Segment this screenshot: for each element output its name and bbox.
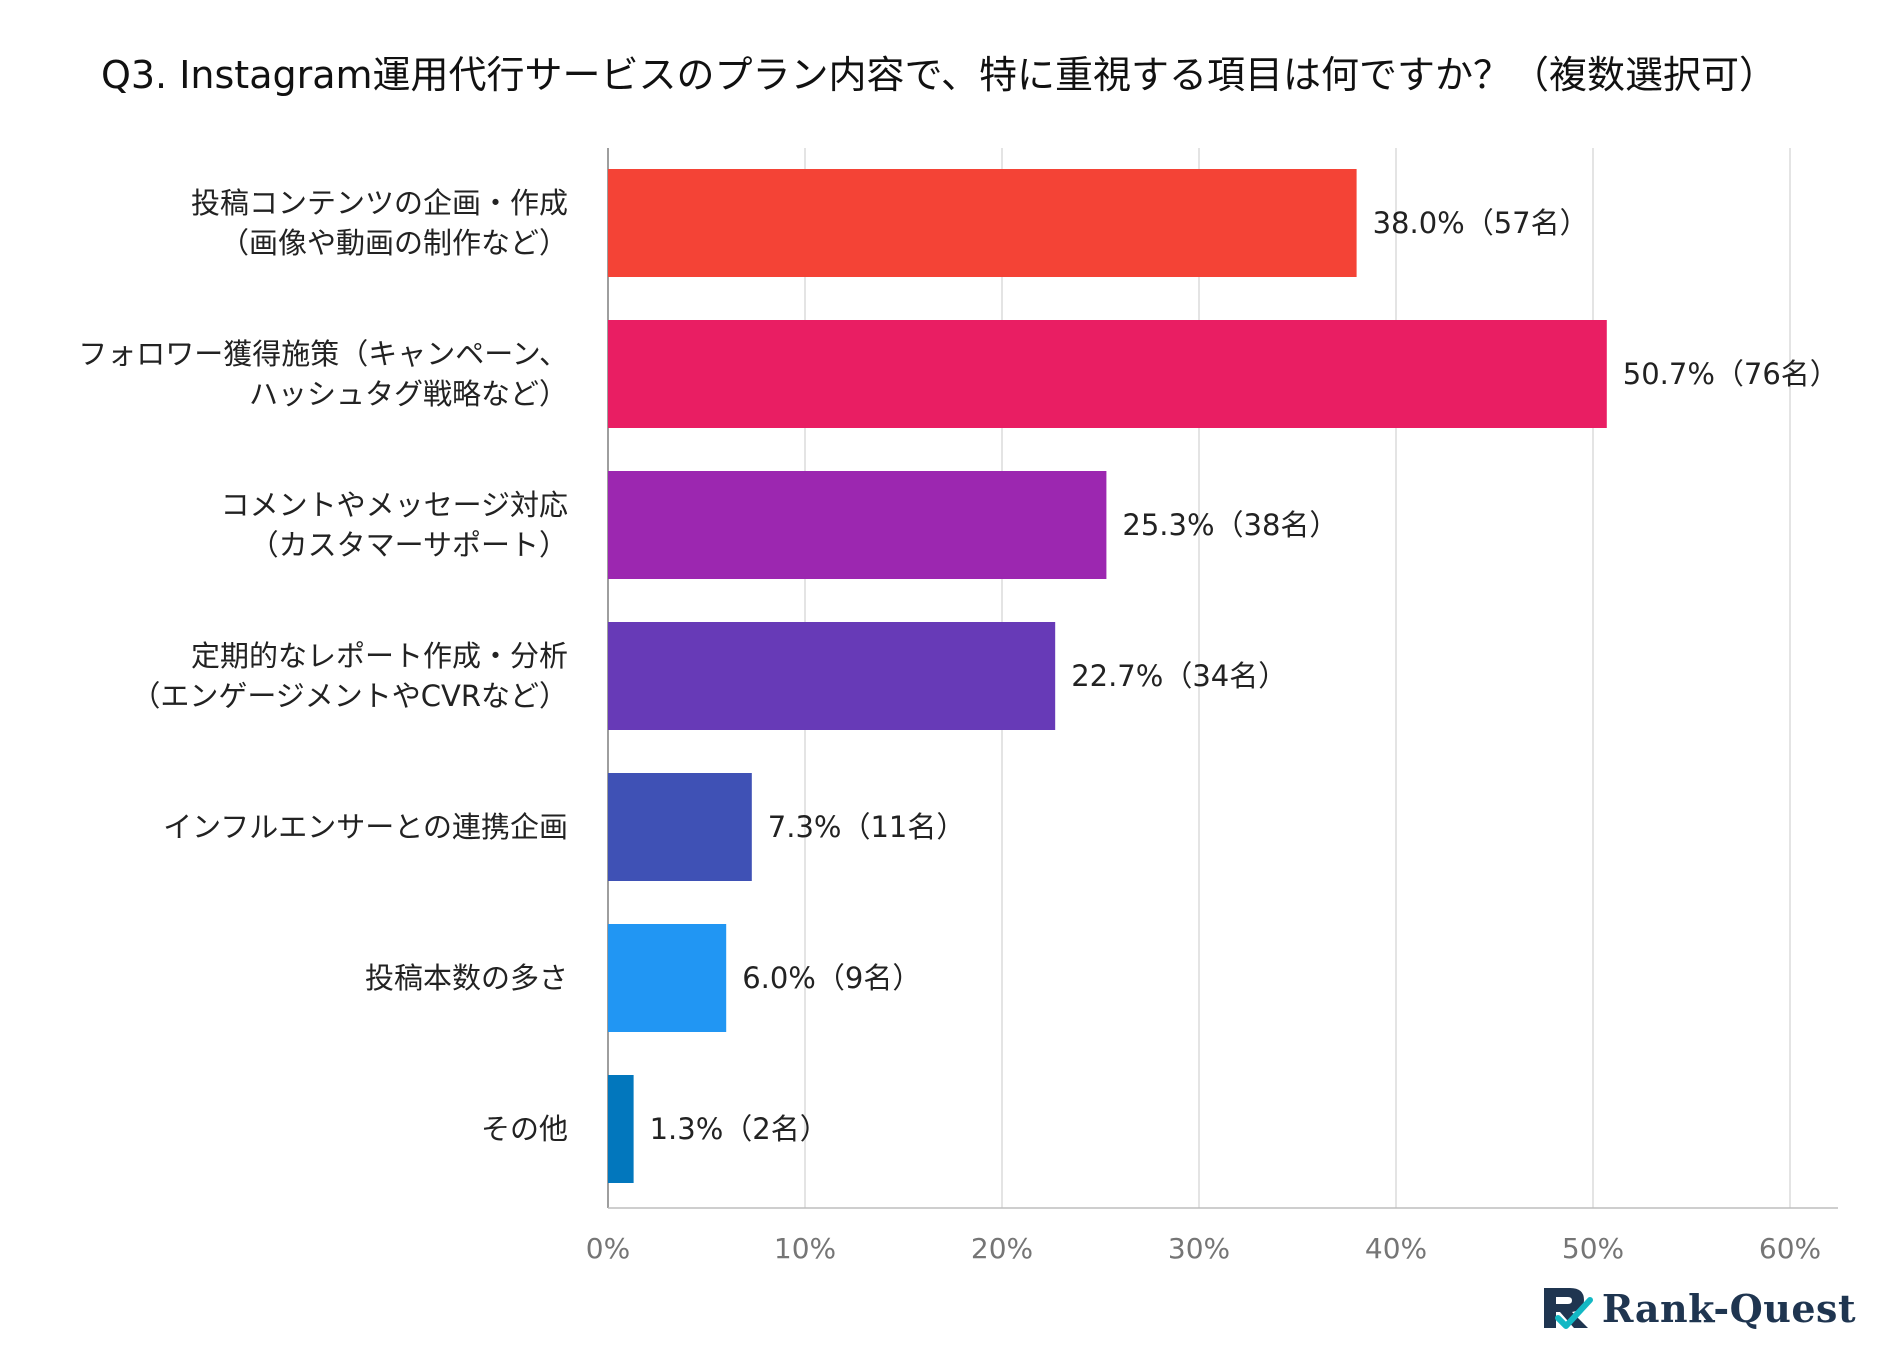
category-label: 投稿本数の多さ [365, 961, 568, 995]
category-label: その他 [481, 1112, 568, 1146]
value-label: 6.0%（9名） [742, 961, 921, 995]
x-tick-label: 10% [774, 1232, 836, 1265]
x-tick-label: 0% [586, 1232, 630, 1265]
bar [608, 169, 1357, 277]
bar [608, 622, 1056, 730]
x-axis-ticks: 0% 10% 20% 30% 40% 50% 60% [586, 1232, 1821, 1265]
bar [608, 1075, 634, 1183]
category-label: （エンゲージメントやCVRなど） [131, 679, 568, 713]
category-label: コメントやメッセージ対応 [221, 488, 568, 522]
bar [608, 773, 752, 881]
value-label: 1.3%（2名） [650, 1112, 829, 1146]
bar [608, 471, 1107, 579]
category-label: 投稿コンテンツの企画・作成 [191, 186, 568, 220]
bars [608, 169, 1607, 1183]
value-labels: 38.0%（57名） 50.7%（76名） 25.3%（38名） 22.7%（34名）… [650, 206, 1839, 1146]
category-label: フォロワー獲得施策（キャンペーン、 [78, 337, 568, 371]
category-label: （画像や動画の制作など） [220, 226, 568, 260]
value-label: 38.0%（57名） [1373, 206, 1589, 240]
x-tick-label: 20% [971, 1232, 1033, 1265]
x-tick-label: 30% [1168, 1232, 1230, 1265]
x-tick-label: 50% [1562, 1232, 1624, 1265]
category-label: ハッシュタグ戦略など） [249, 377, 568, 411]
category-label: 定期的なレポート作成・分析 [191, 639, 568, 673]
brand-logo: Rank-Quest [1540, 1284, 1856, 1332]
category-label: インフルエンサーとの連携企画 [163, 810, 568, 844]
value-label: 25.3%（38名） [1122, 508, 1338, 542]
rank-quest-logo-icon [1543, 1288, 1593, 1329]
category-labels: 投稿コンテンツの企画・作成 （画像や動画の制作など） フォロワー獲得施策（キャンペー… [78, 186, 568, 1146]
category-label: （カスタマーサポート） [250, 528, 568, 562]
bar [608, 320, 1607, 428]
bar [608, 924, 727, 1032]
x-tick-label: 40% [1365, 1232, 1427, 1265]
value-label: 7.3%（11名） [768, 810, 966, 844]
brand-name: Rank-Quest [1601, 1285, 1856, 1331]
value-label: 22.7%（34名） [1071, 659, 1287, 693]
x-tick-label: 60% [1759, 1232, 1821, 1265]
chart-title: Q3. Instagram運用代行サービスのプラン内容で、特に重視する項目は何で… [101, 53, 1777, 97]
value-label: 50.7%（76名） [1623, 357, 1839, 391]
